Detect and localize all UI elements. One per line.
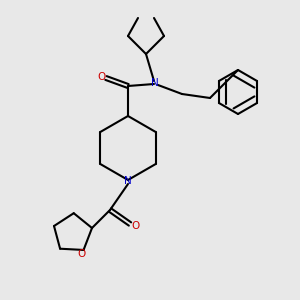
Text: N: N [124,176,132,186]
Text: O: O [131,221,139,231]
Text: O: O [77,249,86,259]
Text: O: O [98,72,106,82]
Text: N: N [151,78,159,88]
